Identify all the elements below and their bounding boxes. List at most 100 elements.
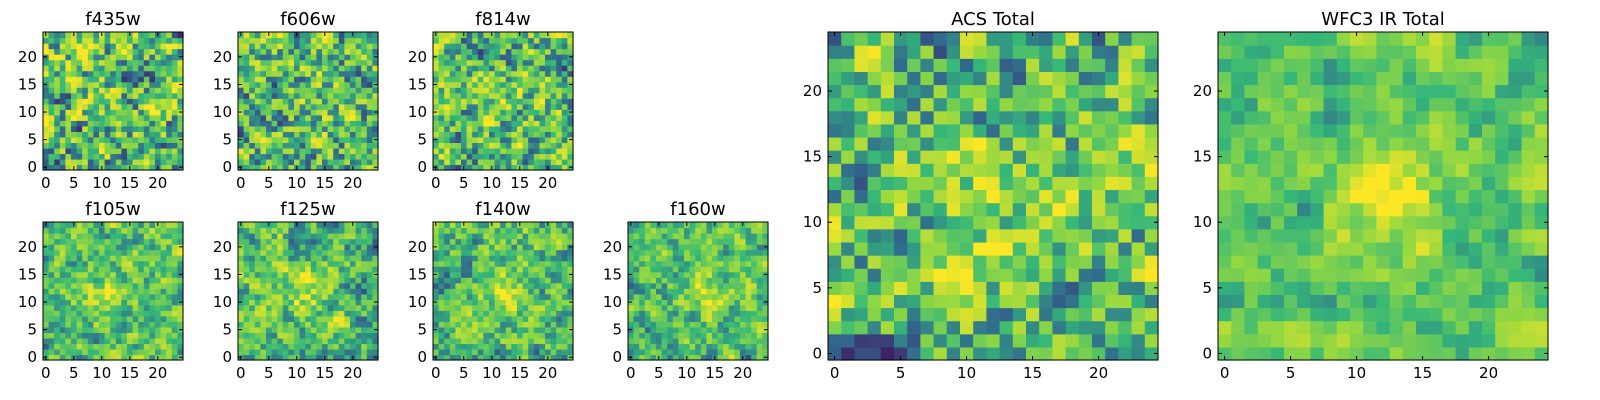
heatmap-cell	[517, 282, 524, 289]
heatmap-cell	[149, 288, 156, 295]
heatmap-cell	[110, 59, 117, 66]
heatmap-cell	[260, 288, 267, 295]
heatmap-cell	[299, 277, 306, 284]
heatmap-cell	[483, 120, 490, 127]
heatmap-cell	[528, 227, 535, 234]
heatmap-cell	[444, 109, 451, 116]
heatmap-cell	[299, 65, 306, 72]
heatmap-cell	[260, 164, 267, 171]
heatmap-cell	[177, 343, 184, 350]
heatmap-cell	[310, 227, 317, 234]
heatmap-cell	[472, 164, 479, 171]
heatmap-cell	[254, 266, 261, 273]
heatmap-cell	[678, 299, 685, 306]
heatmap-cell	[132, 244, 139, 251]
heatmap-cell	[243, 120, 250, 127]
heatmap-cell	[361, 136, 368, 143]
heatmap-cell	[494, 48, 501, 55]
panel-title: f606w	[280, 9, 335, 30]
heatmap-cell	[149, 59, 156, 66]
x-tick-label: 20	[538, 364, 557, 382]
heatmap-cell	[294, 310, 301, 317]
heatmap-cell	[494, 136, 501, 143]
heatmap-cell	[455, 153, 462, 160]
heatmap-cell	[249, 81, 256, 88]
heatmap-cell	[650, 249, 657, 256]
heatmap-cell	[277, 348, 284, 356]
heatmap-cell	[986, 268, 1001, 282]
heatmap-cell	[684, 332, 691, 339]
heatmap-cell	[539, 304, 546, 311]
heatmap-cell	[277, 32, 284, 39]
heatmap-cell	[160, 32, 167, 39]
heatmap-cell	[633, 255, 640, 262]
heatmap-cell	[700, 354, 707, 361]
heatmap-cell	[533, 260, 540, 267]
heatmap-cell	[361, 120, 368, 127]
heatmap-cell	[149, 92, 156, 99]
heatmap-cell	[361, 315, 368, 322]
heatmap-cell	[841, 228, 855, 243]
heatmap-cell	[260, 321, 267, 328]
heatmap-cell	[1078, 294, 1093, 309]
heatmap-cell	[82, 98, 89, 105]
heatmap-cell	[477, 238, 484, 245]
heatmap-cell	[723, 238, 730, 245]
heatmap-cell	[483, 87, 490, 94]
heatmap-cell	[656, 315, 663, 322]
heatmap-cell	[254, 315, 261, 322]
heatmap-cell	[483, 321, 490, 328]
heatmap-cell	[288, 98, 295, 105]
heatmap-cell	[489, 125, 496, 132]
heatmap-cell	[477, 315, 484, 322]
heatmap-cell	[500, 343, 507, 350]
heatmap-cell	[82, 92, 89, 99]
heatmap-cell	[689, 282, 696, 289]
heatmap-cell	[854, 163, 869, 177]
heatmap-cell	[517, 249, 524, 256]
heatmap-cell	[444, 260, 451, 267]
heatmap-cell	[127, 70, 134, 77]
heatmap-cell	[728, 315, 735, 322]
heatmap-cell	[71, 98, 78, 105]
heatmap-cell	[338, 43, 345, 50]
heatmap-cell	[121, 114, 128, 121]
heatmap-cell	[684, 321, 691, 328]
heatmap-cell	[539, 310, 546, 317]
heatmap-cell	[132, 59, 139, 66]
heatmap-cell	[999, 307, 1014, 322]
heatmap-cell	[1052, 307, 1067, 322]
heatmap-cell	[115, 343, 122, 350]
heatmap-cell	[920, 150, 935, 164]
heatmap-cell	[745, 238, 752, 245]
heatmap-cell	[528, 54, 535, 61]
heatmap-cell	[712, 238, 719, 245]
heatmap-cell	[880, 189, 895, 204]
heatmap-cell	[99, 288, 106, 295]
heatmap-cell	[466, 98, 473, 105]
heatmap-cell	[254, 87, 261, 94]
heatmap-cell	[344, 255, 351, 262]
heatmap-cell	[740, 326, 747, 333]
heatmap-cell	[633, 233, 640, 240]
heatmap-cell	[344, 233, 351, 240]
heatmap-cell	[455, 48, 462, 55]
heatmap-cell	[539, 120, 546, 127]
heatmap-cell	[93, 255, 100, 262]
heatmap-cell	[82, 238, 89, 245]
heatmap-cell	[282, 337, 289, 345]
heatmap-cell	[333, 343, 340, 350]
heatmap-cell	[561, 70, 568, 77]
heatmap-cell	[372, 92, 379, 99]
heatmap-cell	[288, 233, 295, 240]
heatmap-cell	[633, 238, 640, 245]
heatmap-cell	[166, 244, 173, 251]
heatmap-cell	[149, 310, 156, 317]
heatmap-cell	[466, 142, 473, 149]
heatmap-cell	[87, 114, 94, 121]
heatmap-cell	[121, 310, 128, 317]
heatmap-cell	[667, 315, 674, 322]
heatmap-cell	[689, 332, 696, 339]
heatmap-cell	[361, 326, 368, 333]
heatmap-cell	[483, 164, 490, 171]
